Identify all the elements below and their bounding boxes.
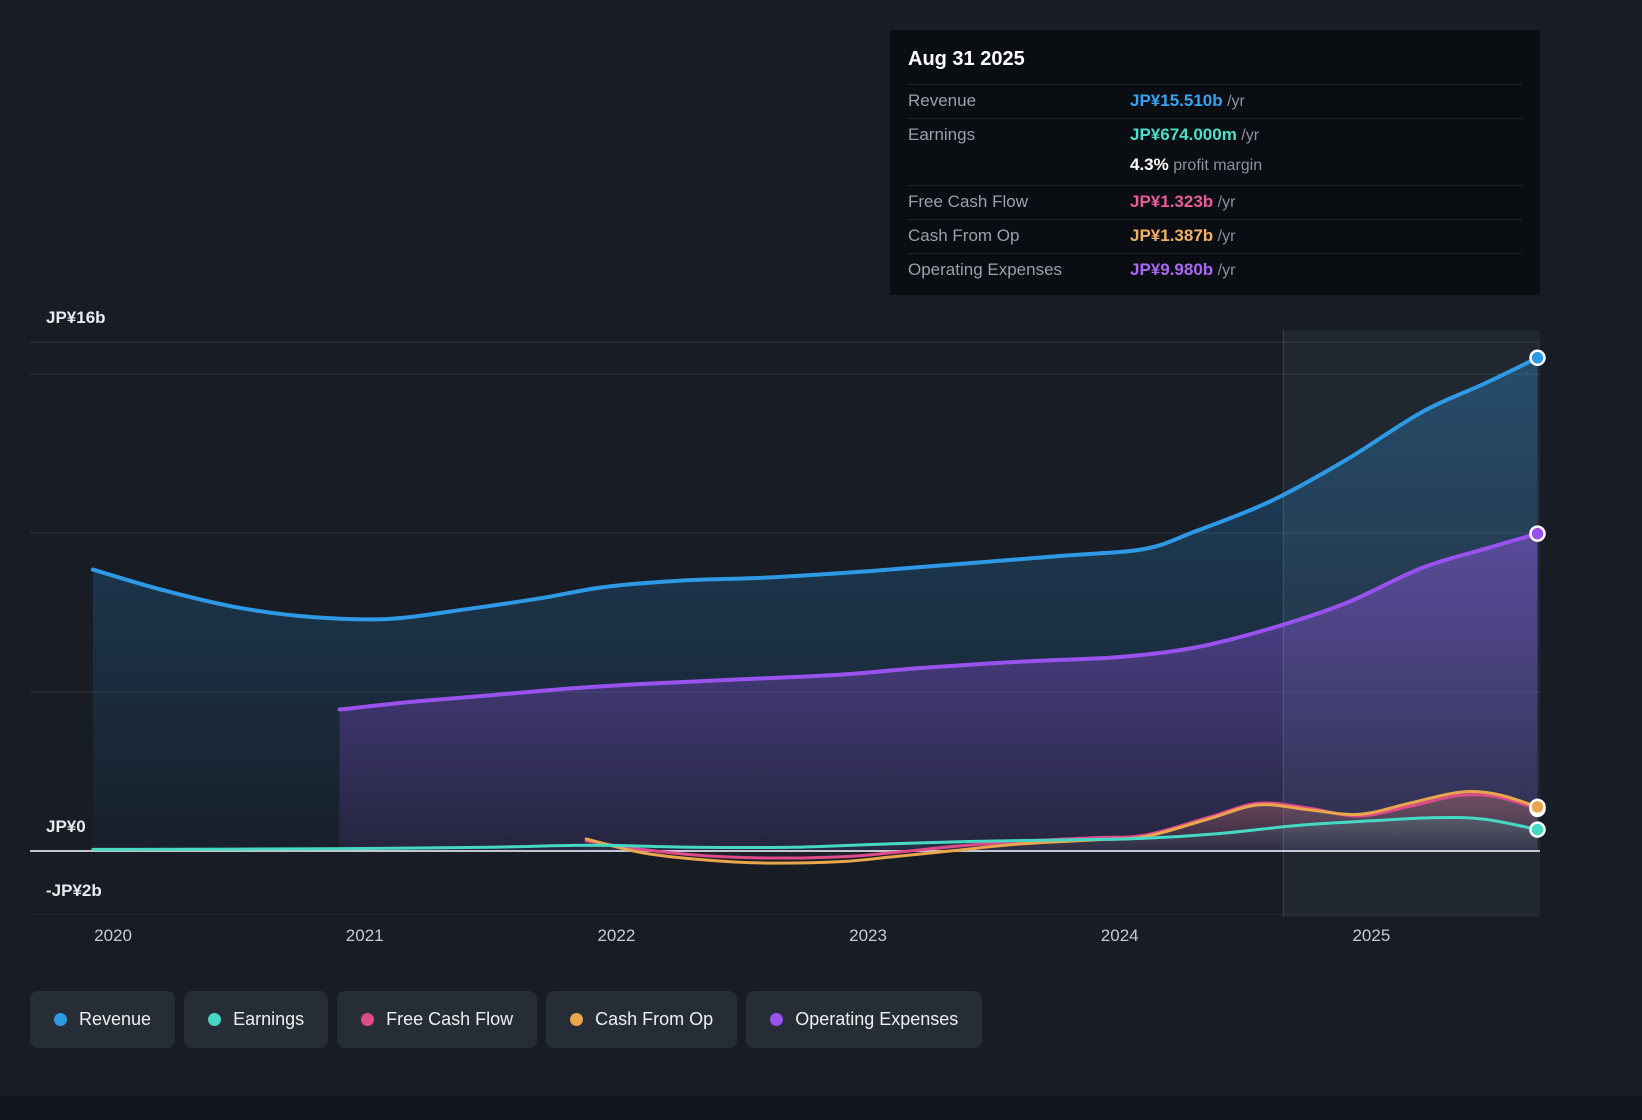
bottom-strip	[0, 1096, 1642, 1120]
legend-label: Operating Expenses	[795, 1009, 959, 1029]
tooltip-value-suffix: /yr	[1213, 228, 1236, 245]
tooltip-label: Earnings	[908, 125, 976, 144]
revenue-line	[90, 355, 1540, 622]
x-axis-label-2020: 2020	[94, 926, 132, 945]
operating-expenses-end-marker	[1529, 525, 1546, 542]
legend-label: Cash From Op	[595, 1009, 714, 1029]
earnings-legend-dot-icon	[208, 1013, 222, 1026]
tooltip-value-suffix: /yr	[1213, 262, 1236, 279]
legend-label: Earnings	[233, 1009, 305, 1029]
tooltip-value-suffix: /yr	[1213, 194, 1236, 211]
chart-tooltip: Aug 31 2025 Revenue JP¥15.510b /yr Earning…	[890, 30, 1540, 295]
legend-label: Revenue	[79, 1009, 152, 1029]
legend-item-cash-from-op[interactable]: Cash From Op	[546, 991, 738, 1048]
free-cash-flow-line	[584, 793, 1539, 860]
tooltip-label: Operating Expenses	[908, 260, 1063, 279]
legend-label: Free Cash Flow	[386, 1009, 514, 1029]
tooltip-row-profit-margin: 4.3% profit margin	[908, 152, 1522, 185]
profit-margin-value: 4.3%	[1130, 155, 1169, 174]
tooltip-value: JP¥1.387b	[1130, 226, 1214, 245]
legend-item-earnings[interactable]: Earnings	[184, 991, 329, 1048]
revenue-legend-dot-icon	[54, 1013, 67, 1026]
x-axis-label-2023: 2023	[849, 926, 887, 945]
tooltip-value: JP¥1.323b	[1130, 192, 1214, 211]
tooltip-rows: Revenue JP¥15.510b /yr Earnings JP¥674.000m…	[908, 84, 1522, 287]
tooltip-value: JP¥9.980b	[1130, 260, 1214, 279]
tooltip-date: Aug 31 2025	[908, 48, 1025, 70]
legend-item-revenue[interactable]: Revenue	[30, 991, 176, 1048]
tooltip-row-operating-expenses: Operating Expenses JP¥9.980b /yr	[908, 253, 1522, 287]
tooltip-value: JP¥15.510b	[1130, 91, 1223, 110]
profit-margin-text: profit margin	[1168, 157, 1263, 174]
y-axis-label--jp-2b: -JP¥2b	[46, 880, 102, 900]
tooltip-value-suffix: /yr	[1236, 127, 1260, 144]
end-markers	[1529, 349, 1546, 838]
tooltip-label: Free Cash Flow	[908, 192, 1028, 211]
x-axis-label-2021: 2021	[345, 926, 384, 945]
tooltip-row-free-cash-flow: Free Cash Flow JP¥1.323b /yr	[908, 185, 1522, 219]
cash-from-op-legend-dot-icon	[570, 1013, 584, 1026]
x-axis-label-2024: 2024	[1100, 926, 1139, 945]
tooltip-label: Revenue	[908, 91, 977, 110]
legend-item-operating-expenses[interactable]: Operating Expenses	[746, 991, 983, 1048]
tooltip-value: JP¥674.000m	[1130, 125, 1237, 144]
series-lines	[90, 355, 1540, 865]
earnings-area	[92, 817, 1538, 851]
revenue-end-marker	[1529, 349, 1546, 367]
operating-expenses-area	[339, 533, 1538, 851]
earnings-line	[91, 815, 1539, 851]
operating-expenses-line	[337, 531, 1540, 712]
free-cash-flow-legend-dot-icon	[361, 1013, 375, 1026]
chart-legend: Revenue Earnings Free Cash Flow Cash From O…	[30, 991, 983, 1048]
tooltip-value-suffix: /yr	[1222, 93, 1245, 110]
tooltip-row-revenue: Revenue JP¥15.510b /yr	[908, 84, 1522, 118]
legend-item-free-cash-flow[interactable]: Free Cash Flow	[337, 991, 538, 1048]
x-axis-label-2022: 2022	[597, 926, 636, 945]
tooltip-row-earnings: Earnings JP¥674.000m /yr	[908, 118, 1522, 152]
y-axis-label-jp-16b: JP¥16b	[46, 308, 106, 328]
tooltip-label: Cash From Op	[908, 226, 1020, 245]
cash-from-op-end-marker	[1529, 798, 1546, 816]
x-axis-label-2025: 2025	[1352, 926, 1391, 945]
earnings-end-marker	[1529, 821, 1546, 838]
operating-expenses-legend-dot-icon	[770, 1013, 784, 1026]
y-axis-label-jp-0: JP¥0	[46, 817, 86, 836]
tooltip-row-cash-from-op: Cash From Op JP¥1.387b /yr	[908, 219, 1522, 253]
